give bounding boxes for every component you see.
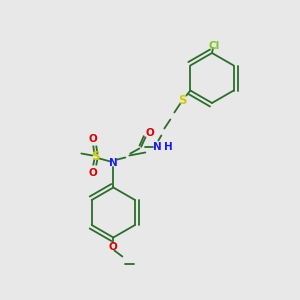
Text: H: H: [164, 142, 173, 152]
Text: O: O: [89, 167, 98, 178]
Text: O: O: [146, 128, 155, 137]
Text: Cl: Cl: [208, 41, 220, 51]
Text: N: N: [109, 158, 118, 167]
Text: N: N: [153, 142, 162, 152]
Text: S: S: [91, 150, 100, 163]
Text: O: O: [89, 134, 98, 145]
Text: S: S: [178, 94, 187, 107]
Text: O: O: [109, 242, 118, 253]
